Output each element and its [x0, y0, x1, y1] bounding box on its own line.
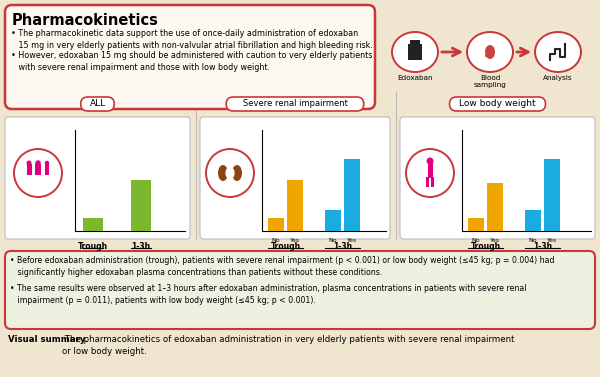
Ellipse shape [392, 32, 438, 72]
Text: Trough: Trough [271, 242, 301, 251]
Ellipse shape [35, 160, 41, 166]
Bar [427, 162, 433, 178]
Text: 1-3h: 1-3h [131, 242, 151, 251]
Bar [544, 159, 560, 231]
Text: 1-3h: 1-3h [333, 242, 352, 251]
FancyBboxPatch shape [200, 117, 390, 239]
Bar [26, 164, 32, 175]
Text: Pharmacokinetics: Pharmacokinetics [12, 13, 159, 28]
FancyBboxPatch shape [400, 117, 595, 239]
Bar [268, 218, 284, 231]
Text: • The pharmacokinetic data support the use of once-daily administration of edoxa: • The pharmacokinetic data support the u… [11, 29, 373, 50]
Ellipse shape [218, 165, 228, 181]
Ellipse shape [535, 32, 581, 72]
FancyBboxPatch shape [5, 5, 375, 109]
Bar [325, 210, 341, 231]
FancyBboxPatch shape [5, 251, 595, 329]
FancyBboxPatch shape [449, 97, 545, 111]
Text: Blood
sampling: Blood sampling [473, 75, 506, 89]
Text: ALL: ALL [89, 100, 106, 109]
Text: No: No [529, 238, 538, 243]
Bar [45, 164, 49, 175]
Bar [410, 40, 420, 44]
FancyBboxPatch shape [226, 97, 364, 111]
Ellipse shape [45, 161, 49, 165]
Bar [487, 183, 503, 231]
Ellipse shape [467, 32, 513, 72]
Ellipse shape [14, 149, 62, 197]
Ellipse shape [427, 158, 433, 164]
Text: • However, edoxaban 15 mg should be administered with caution to very elderly pa: • However, edoxaban 15 mg should be admi… [11, 51, 373, 72]
Text: Yes: Yes [547, 238, 557, 243]
Bar [83, 218, 103, 231]
FancyArrowPatch shape [486, 50, 493, 56]
Text: • Before edoxaban administration (trough), patients with severe renal impairment: • Before edoxaban administration (trough… [10, 256, 554, 277]
Text: Yes: Yes [290, 238, 300, 243]
Text: Analysis: Analysis [543, 75, 573, 81]
Text: Yes: Yes [347, 238, 357, 243]
Bar [426, 177, 429, 187]
Text: Edoxaban: Edoxaban [397, 75, 433, 81]
Ellipse shape [232, 165, 242, 181]
Text: No: No [272, 238, 280, 243]
Ellipse shape [206, 149, 254, 197]
Text: No: No [472, 238, 481, 243]
Text: Visual summary.: Visual summary. [8, 335, 88, 344]
Bar [525, 210, 541, 231]
Text: The pharmacokinetics of edoxaban administration in very elderly patients with se: The pharmacokinetics of edoxaban adminis… [62, 335, 515, 356]
Ellipse shape [230, 168, 235, 178]
Bar [408, 44, 422, 60]
Text: 1-3h: 1-3h [533, 242, 552, 251]
Text: Trough: Trough [78, 242, 108, 251]
Bar [131, 180, 151, 231]
Ellipse shape [226, 168, 230, 178]
Text: Yes: Yes [490, 238, 500, 243]
Text: No: No [329, 238, 337, 243]
FancyBboxPatch shape [80, 97, 115, 111]
Bar [431, 177, 434, 187]
Text: Low body weight: Low body weight [459, 100, 536, 109]
Bar [344, 159, 360, 231]
Ellipse shape [485, 45, 495, 59]
FancyBboxPatch shape [5, 117, 190, 239]
Bar [468, 218, 484, 231]
Text: • The same results were observed at 1–3 hours after edoxaban administration, pla: • The same results were observed at 1–3 … [10, 284, 527, 305]
Ellipse shape [406, 149, 454, 197]
Bar [35, 164, 41, 175]
Bar [287, 180, 303, 231]
Text: Trough: Trough [470, 242, 500, 251]
Text: Severe renal impairment: Severe renal impairment [242, 100, 347, 109]
Ellipse shape [26, 161, 32, 166]
